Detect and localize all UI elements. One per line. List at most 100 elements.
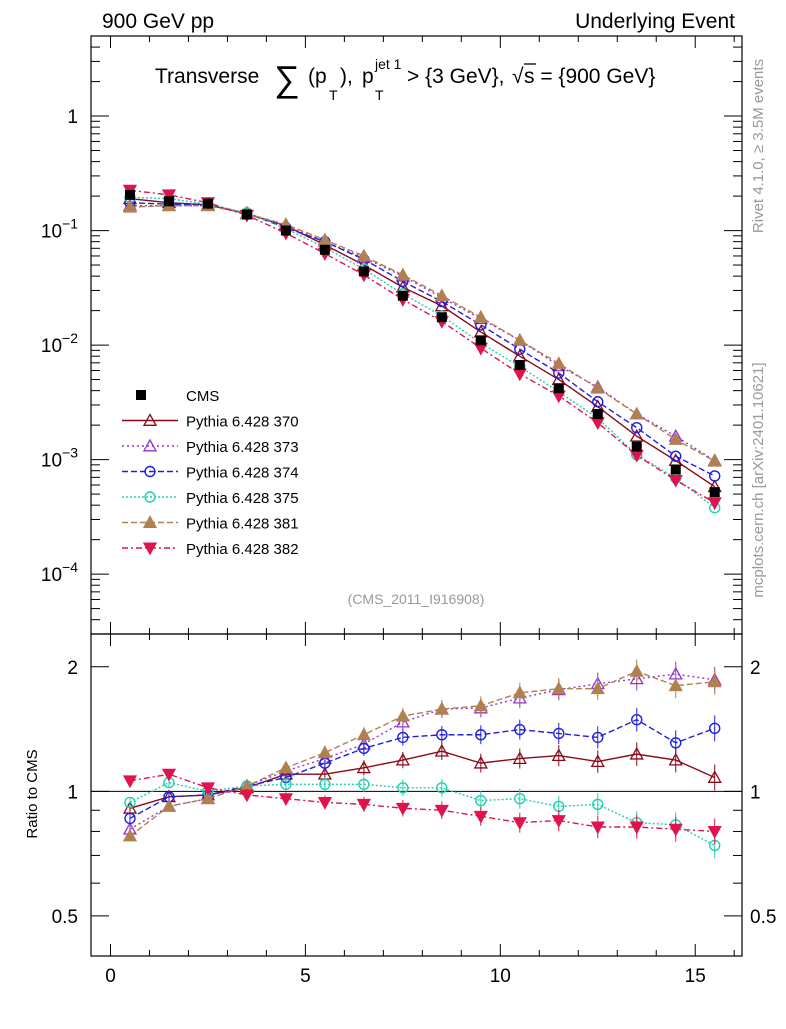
series-pythia-6.428-374-point [709, 470, 721, 482]
series-pythia-6.428-381-point [629, 406, 644, 420]
title-sum-symbol: ∑ [274, 58, 300, 99]
title-p: p [362, 65, 374, 88]
cms-data-point [319, 244, 330, 255]
series-pythia-6.428-382-ratio-point [278, 793, 294, 807]
axis-ticks [91, 35, 742, 957]
series-pythia-6.428-382-ratio-point [161, 768, 177, 782]
cms-data-point [475, 335, 486, 346]
ratio-y-tick-label-right: 1 [750, 782, 761, 803]
ratio-y-tick-label-right: 2 [750, 658, 761, 679]
y-tick-label: 10−3 [41, 445, 78, 472]
series-pythia-6.428-381-ratio-point [629, 663, 644, 677]
series-pythia-6.428-370-ratio-point [551, 748, 566, 762]
series-pythia-6.428-382-ratio-point [551, 815, 566, 828]
series-pythia-6.428-382-point [668, 474, 683, 488]
cms-data-point [397, 290, 408, 301]
legend: CMS Pythia 6.428 370 Pythia 6.428 373 Pythi… [122, 388, 299, 558]
series-pythia-6.428-382-line [129, 189, 716, 504]
series-pythia-6.428-381-point [473, 309, 488, 323]
series-pythia-6.428-381-ratio-point [122, 828, 138, 842]
series-pythia-6.428-381-point [551, 356, 566, 369]
legend-label-cms: CMS [186, 388, 219, 405]
cms-data-point [202, 198, 213, 209]
cms-data-point [670, 464, 681, 475]
legend-marker [142, 438, 158, 452]
cms-data-point [241, 209, 252, 220]
series-pythia-6.428-382-ratio-point [668, 823, 683, 837]
series-pythia-6.428-381-ratio-point [551, 681, 566, 695]
series-pythia-6.428-382-ratio-point [122, 775, 138, 789]
legend-marker [142, 542, 158, 556]
legend-label: Pythia 6.428 382 [186, 541, 299, 558]
title-cut: > {3 GeV}, [407, 65, 505, 88]
series-pythia-6.428-374-point [631, 421, 643, 434]
series-pythia-6.428-381-point [122, 199, 138, 213]
ratio-y-tick-label-right: 0.5 [750, 907, 776, 928]
series-pythia-6.428-375-ratio-point [592, 798, 604, 811]
series-pythia-6.428-382-ratio-point [356, 798, 371, 812]
series-pythia-6.428-382-ratio-point [200, 782, 216, 796]
series-pythia-6.428-382-point [707, 497, 722, 511]
header-left-label: 900 GeV pp [102, 10, 214, 33]
legend-label: Pythia 6.428 375 [186, 490, 299, 507]
x-tick-label: 0 [105, 966, 116, 987]
ratio-y-tick-label: 1 [67, 782, 78, 803]
series-pythia-6.428-370-ratio-point [512, 751, 527, 765]
y-tick-label: 10−4 [41, 559, 78, 586]
series-pythia-6.428-374-ratio-point [592, 731, 604, 744]
series-pythia-6.428-374-ratio-point [670, 737, 682, 749]
y-tick-label: 1 [67, 107, 78, 128]
series-pythia-6.428-381-line [129, 204, 716, 462]
series-pythia-6.428-381-point [356, 248, 371, 262]
axis-labels: 0 5 10 15 1 10−1 10−2 10−3 10−4 2 2 1 1 0.5 0.5 [41, 107, 777, 987]
series-pythia-6.428-374-point [592, 396, 604, 408]
series-pythia-6.428-381-point [434, 288, 449, 302]
x-tick-label: 10 [490, 966, 511, 987]
series-pythia-6.428-370-ratio-point [356, 760, 371, 774]
title-sqrt: √ [512, 65, 524, 88]
series-pythia-6.428-374-ratio-point [124, 812, 136, 825]
series-pythia-6.428-370-point [629, 428, 644, 442]
series-pythia-6.428-381-ratio-point [161, 798, 177, 812]
cms-data-point [709, 487, 720, 498]
series-pythia-6.428-374-ratio-point [358, 742, 370, 755]
series-pythia-6.428-382-ratio-point [473, 810, 488, 824]
series-pythia-6.428-374-ratio-point [397, 731, 409, 744]
series-pythia-6.428-374-ratio-point [514, 723, 526, 736]
series-pythia-6.428-381-ratio-point [434, 701, 449, 715]
legend-marker-cms [136, 390, 146, 400]
series-pythia-6.428-375-ratio-point [397, 782, 409, 794]
series-pythia-6.428-375-ratio-point [124, 796, 136, 809]
series-pythia-6.428-375-ratio-point [475, 794, 487, 807]
analysis-tag: (CMS_2011_I916908) [348, 591, 485, 607]
title-word: Transverse [155, 65, 259, 88]
series-pythia-6.428-375-line [129, 196, 716, 509]
ratio-y-tick-label: 0.5 [52, 907, 78, 928]
main-plot-series [122, 184, 722, 514]
series-pythia-6.428-382-ratio-point [629, 821, 644, 835]
series-pythia-6.428-381-ratio-point [473, 698, 488, 712]
title-pt-open: (p [308, 65, 327, 88]
cms-data-point [514, 360, 525, 371]
legend-label: Pythia 6.428 373 [186, 439, 299, 456]
legend-label: Pythia 6.428 370 [186, 414, 299, 431]
series-pythia-6.428-381-ratio-point [317, 745, 332, 759]
series-pythia-6.428-381-ratio-point [356, 727, 371, 741]
series-pythia-6.428-370-ratio-point [395, 752, 410, 766]
series-pythia-6.428-381-point [707, 453, 722, 467]
series-pythia-6.428-375-ratio-point [358, 778, 370, 790]
series-pythia-6.428-381-point [668, 432, 683, 445]
series-pythia-6.428-370-ratio-point [473, 755, 488, 769]
cms-data-point [124, 189, 135, 200]
ratio-y-tick-label: 2 [67, 658, 78, 679]
series-pythia-6.428-381-point [395, 267, 410, 281]
y-tick-label: 10−1 [41, 216, 78, 243]
title-sup-jet: jet 1 [374, 56, 402, 72]
series-pythia-6.428-374-ratio-point [631, 713, 643, 726]
ratio-y-axis-label: Ratio to CMS [24, 749, 41, 838]
series-pythia-6.428-381-point [590, 380, 605, 394]
series-pythia-6.428-375-ratio-point [436, 782, 448, 794]
series-pythia-6.428-374-ratio-point [436, 729, 448, 741]
series-pythia-6.428-370-ratio-point [668, 752, 683, 766]
